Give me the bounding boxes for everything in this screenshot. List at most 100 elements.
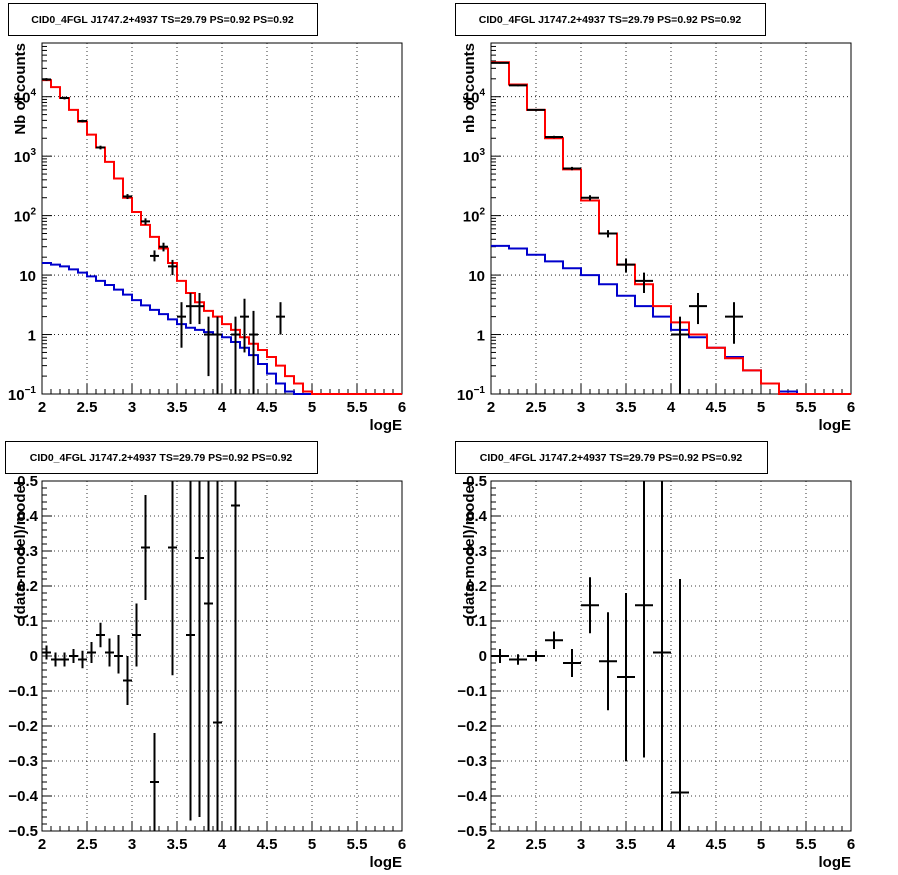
- x-tick-label: 6: [847, 399, 855, 416]
- data-point: [87, 642, 96, 663]
- y-tick-label: 104: [463, 88, 486, 107]
- data-point: [617, 593, 635, 761]
- data-point: [114, 635, 123, 674]
- y-tick-label: 0.3: [17, 543, 38, 560]
- data-point: [168, 259, 177, 276]
- data-point: [123, 656, 132, 705]
- x-tick-label: 5.5: [796, 836, 817, 853]
- data-point: [240, 298, 249, 353]
- y-tick-label: 0.5: [466, 473, 487, 490]
- data-point: [689, 292, 707, 325]
- chart-title-box: [8, 3, 318, 36]
- x-tick-label: 2: [487, 399, 495, 416]
- data-point: [491, 649, 509, 663]
- x-tick-label: 5.5: [347, 399, 368, 416]
- data-point: [599, 612, 617, 711]
- data-point: [132, 603, 141, 667]
- data-point: [276, 302, 285, 335]
- chart-title-box: [5, 441, 318, 474]
- chart-title-box: [455, 441, 768, 474]
- chart-title: CID0_4FGL J1747.2+4937 TS=29.79 PS=0.92 …: [30, 452, 293, 464]
- x-axis-label: logE: [819, 854, 852, 871]
- chart-panel-3: CID0_4FGL J1747.2+4937 TS=29.79 PS=0.92 …: [5, 441, 406, 871]
- chart-title: CID0_4FGL J1747.2+4937 TS=29.79 PS=0.92 …: [480, 452, 743, 464]
- data-point: [213, 481, 222, 831]
- data-point: [195, 292, 204, 325]
- y-tick-label: 10: [19, 268, 36, 285]
- chart-panel-1: CID0_4FGL J1747.2+4937 TS=29.79 PS=0.92 …: [8, 3, 406, 434]
- data-point: [69, 649, 78, 663]
- y-tick-label: 103: [463, 147, 486, 166]
- data-point: [78, 650, 87, 669]
- data-point: [186, 481, 195, 821]
- data-point: [545, 631, 563, 649]
- x-axis-label: logE: [370, 417, 403, 434]
- data-point: [527, 650, 545, 662]
- x-tick-label: 4.5: [706, 399, 727, 416]
- data-point: [617, 258, 635, 273]
- y-axis-label: nb of counts: [461, 43, 478, 133]
- x-tick-label: 5.5: [347, 836, 368, 853]
- y-tick-label: 0.4: [17, 508, 39, 525]
- x-tick-label: 4.5: [257, 836, 278, 853]
- x-tick-label: 2: [38, 836, 46, 853]
- x-tick-label: 2.5: [77, 399, 98, 416]
- y-tick-label: 1: [477, 328, 485, 345]
- y-tick-label: −0.2: [8, 718, 38, 735]
- data-point: [204, 481, 213, 831]
- model-step-line: [42, 261, 402, 395]
- x-tick-label: 4: [218, 836, 227, 853]
- y-tick-label: 0.2: [17, 578, 38, 595]
- x-tick-label: 2.5: [526, 836, 547, 853]
- data-point: [563, 649, 581, 677]
- data-point: [581, 195, 599, 201]
- data-point: [545, 135, 563, 139]
- y-tick-label: 0.4: [466, 508, 488, 525]
- x-tick-label: 6: [847, 836, 855, 853]
- y-tick-label: 1: [28, 328, 36, 345]
- x-tick-label: 3: [128, 836, 136, 853]
- data-point: [60, 96, 69, 100]
- data-point: [51, 652, 60, 667]
- x-tick-label: 4.5: [257, 399, 278, 416]
- x-tick-label: 5: [308, 399, 316, 416]
- x-tick-label: 4: [667, 399, 676, 416]
- x-tick-label: 2: [487, 836, 495, 853]
- y-tick-label: −0.1: [457, 683, 487, 700]
- data-point: [186, 292, 195, 325]
- y-tick-label: 10−1: [8, 385, 37, 404]
- y-tick-label: 104: [14, 88, 37, 107]
- y-tick-label: 10: [468, 268, 485, 285]
- x-tick-label: 3.5: [616, 836, 637, 853]
- x-tick-label: 5.5: [796, 399, 817, 416]
- y-axis-label: (data-model)/model: [461, 481, 478, 619]
- chart-panel-2: CID0_4FGL J1747.2+4937 TS=29.79 PS=0.92 …: [455, 3, 855, 434]
- data-point: [599, 230, 617, 238]
- chart-title: CID0_4FGL J1747.2+4937 TS=29.79 PS=0.92 …: [31, 14, 294, 26]
- x-tick-label: 6: [398, 399, 406, 416]
- data-point: [150, 250, 159, 262]
- chart-title: CID0_4FGL J1747.2+4937 TS=29.79 PS=0.92 …: [479, 14, 742, 26]
- y-tick-label: −0.4: [8, 788, 38, 805]
- y-tick-label: 0: [479, 648, 487, 665]
- data-point: [635, 481, 653, 758]
- x-tick-label: 3: [577, 836, 585, 853]
- x-tick-label: 3.5: [616, 399, 637, 416]
- model-step-line: [42, 79, 402, 395]
- data-point: [42, 78, 51, 81]
- data-point: [177, 302, 186, 348]
- data-point: [563, 166, 581, 171]
- chart-title-box: [455, 3, 766, 36]
- data-point: [105, 638, 114, 667]
- y-tick-label: −0.5: [457, 823, 487, 840]
- data-point: [725, 302, 743, 344]
- x-tick-label: 4: [667, 836, 676, 853]
- data-point: [150, 733, 159, 831]
- data-point: [231, 481, 240, 831]
- data-point: [231, 316, 240, 394]
- model-step-line: [491, 61, 851, 395]
- x-tick-label: 3: [577, 399, 585, 416]
- chart-panel-4: CID0_4FGL J1747.2+4937 TS=29.79 PS=0.92 …: [455, 441, 855, 871]
- x-axis-label: logE: [819, 417, 852, 434]
- data-point: [213, 316, 222, 394]
